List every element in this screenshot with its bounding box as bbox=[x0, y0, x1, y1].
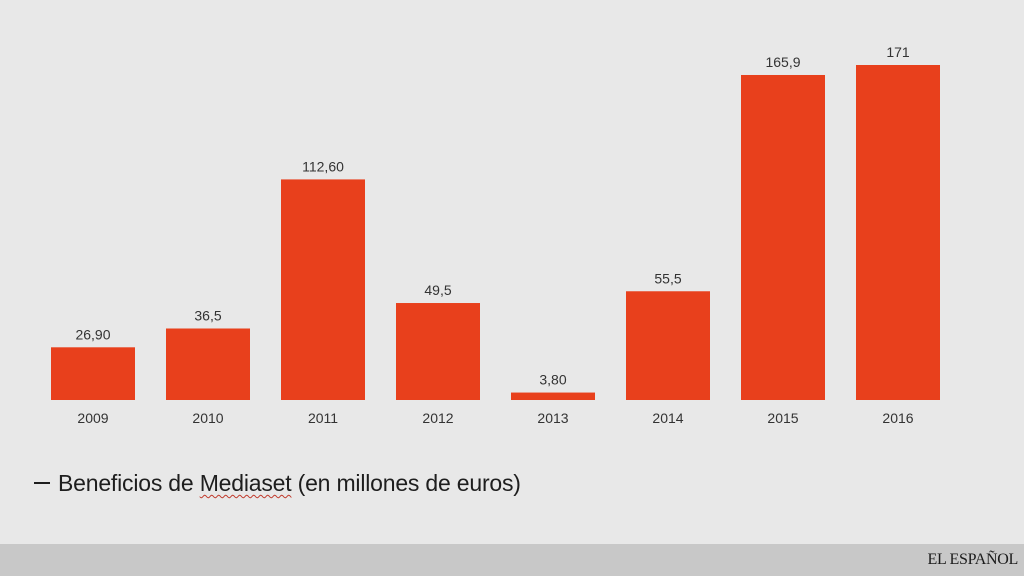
legend-dash-marker bbox=[34, 481, 50, 484]
chart-legend: Beneficios de Mediaset (en millones de e… bbox=[34, 470, 521, 497]
bar-2015 bbox=[741, 74, 825, 401]
x-tick-label-2009: 2009 bbox=[77, 410, 108, 426]
bar-2010 bbox=[166, 328, 250, 400]
data-label-2009: 26,90 bbox=[75, 326, 110, 342]
legend-text-after: (en millones de euros) bbox=[291, 470, 521, 496]
data-label-2011: 112,60 bbox=[302, 158, 344, 174]
x-tick-label-2011: 2011 bbox=[308, 410, 338, 426]
footer-bar: EL ESPAÑOL bbox=[0, 544, 1024, 576]
x-tick-label-2015: 2015 bbox=[767, 410, 798, 426]
bar-2009 bbox=[51, 347, 135, 400]
x-tick-label-2010: 2010 bbox=[192, 410, 223, 426]
brand-logo: EL ESPAÑOL bbox=[927, 551, 1019, 568]
x-tick-label-2014: 2014 bbox=[652, 410, 683, 426]
data-label-2014: 55,5 bbox=[654, 270, 681, 286]
data-label-2015: 165,9 bbox=[765, 54, 800, 70]
x-tick-label-2012: 2012 bbox=[422, 410, 453, 426]
bar-2014 bbox=[626, 291, 710, 400]
bar-2016 bbox=[856, 65, 940, 400]
data-label-2016: 171 bbox=[886, 44, 910, 60]
data-label-2012: 49,5 bbox=[424, 282, 451, 298]
bar-2011 bbox=[281, 179, 365, 400]
legend-text-before: Beneficios de bbox=[58, 470, 200, 496]
data-label-2010: 36,5 bbox=[194, 307, 221, 323]
bar-2013 bbox=[511, 392, 595, 400]
data-label-2013: 3,80 bbox=[539, 372, 566, 388]
bar-2012 bbox=[396, 303, 480, 400]
chart-svg: 26,90 2009 36,5 2010 112,60 2011 49,5 2012 3,80 2… bbox=[51, 44, 940, 426]
x-tick-label-2013: 2013 bbox=[537, 410, 568, 426]
legend-text-marked: Mediaset bbox=[199, 470, 292, 496]
bar-chart: 26,90 2009 36,5 2010 112,60 2011 49,5 2012 3,80 2… bbox=[51, 44, 940, 426]
x-tick-label-2016: 2016 bbox=[882, 410, 913, 426]
